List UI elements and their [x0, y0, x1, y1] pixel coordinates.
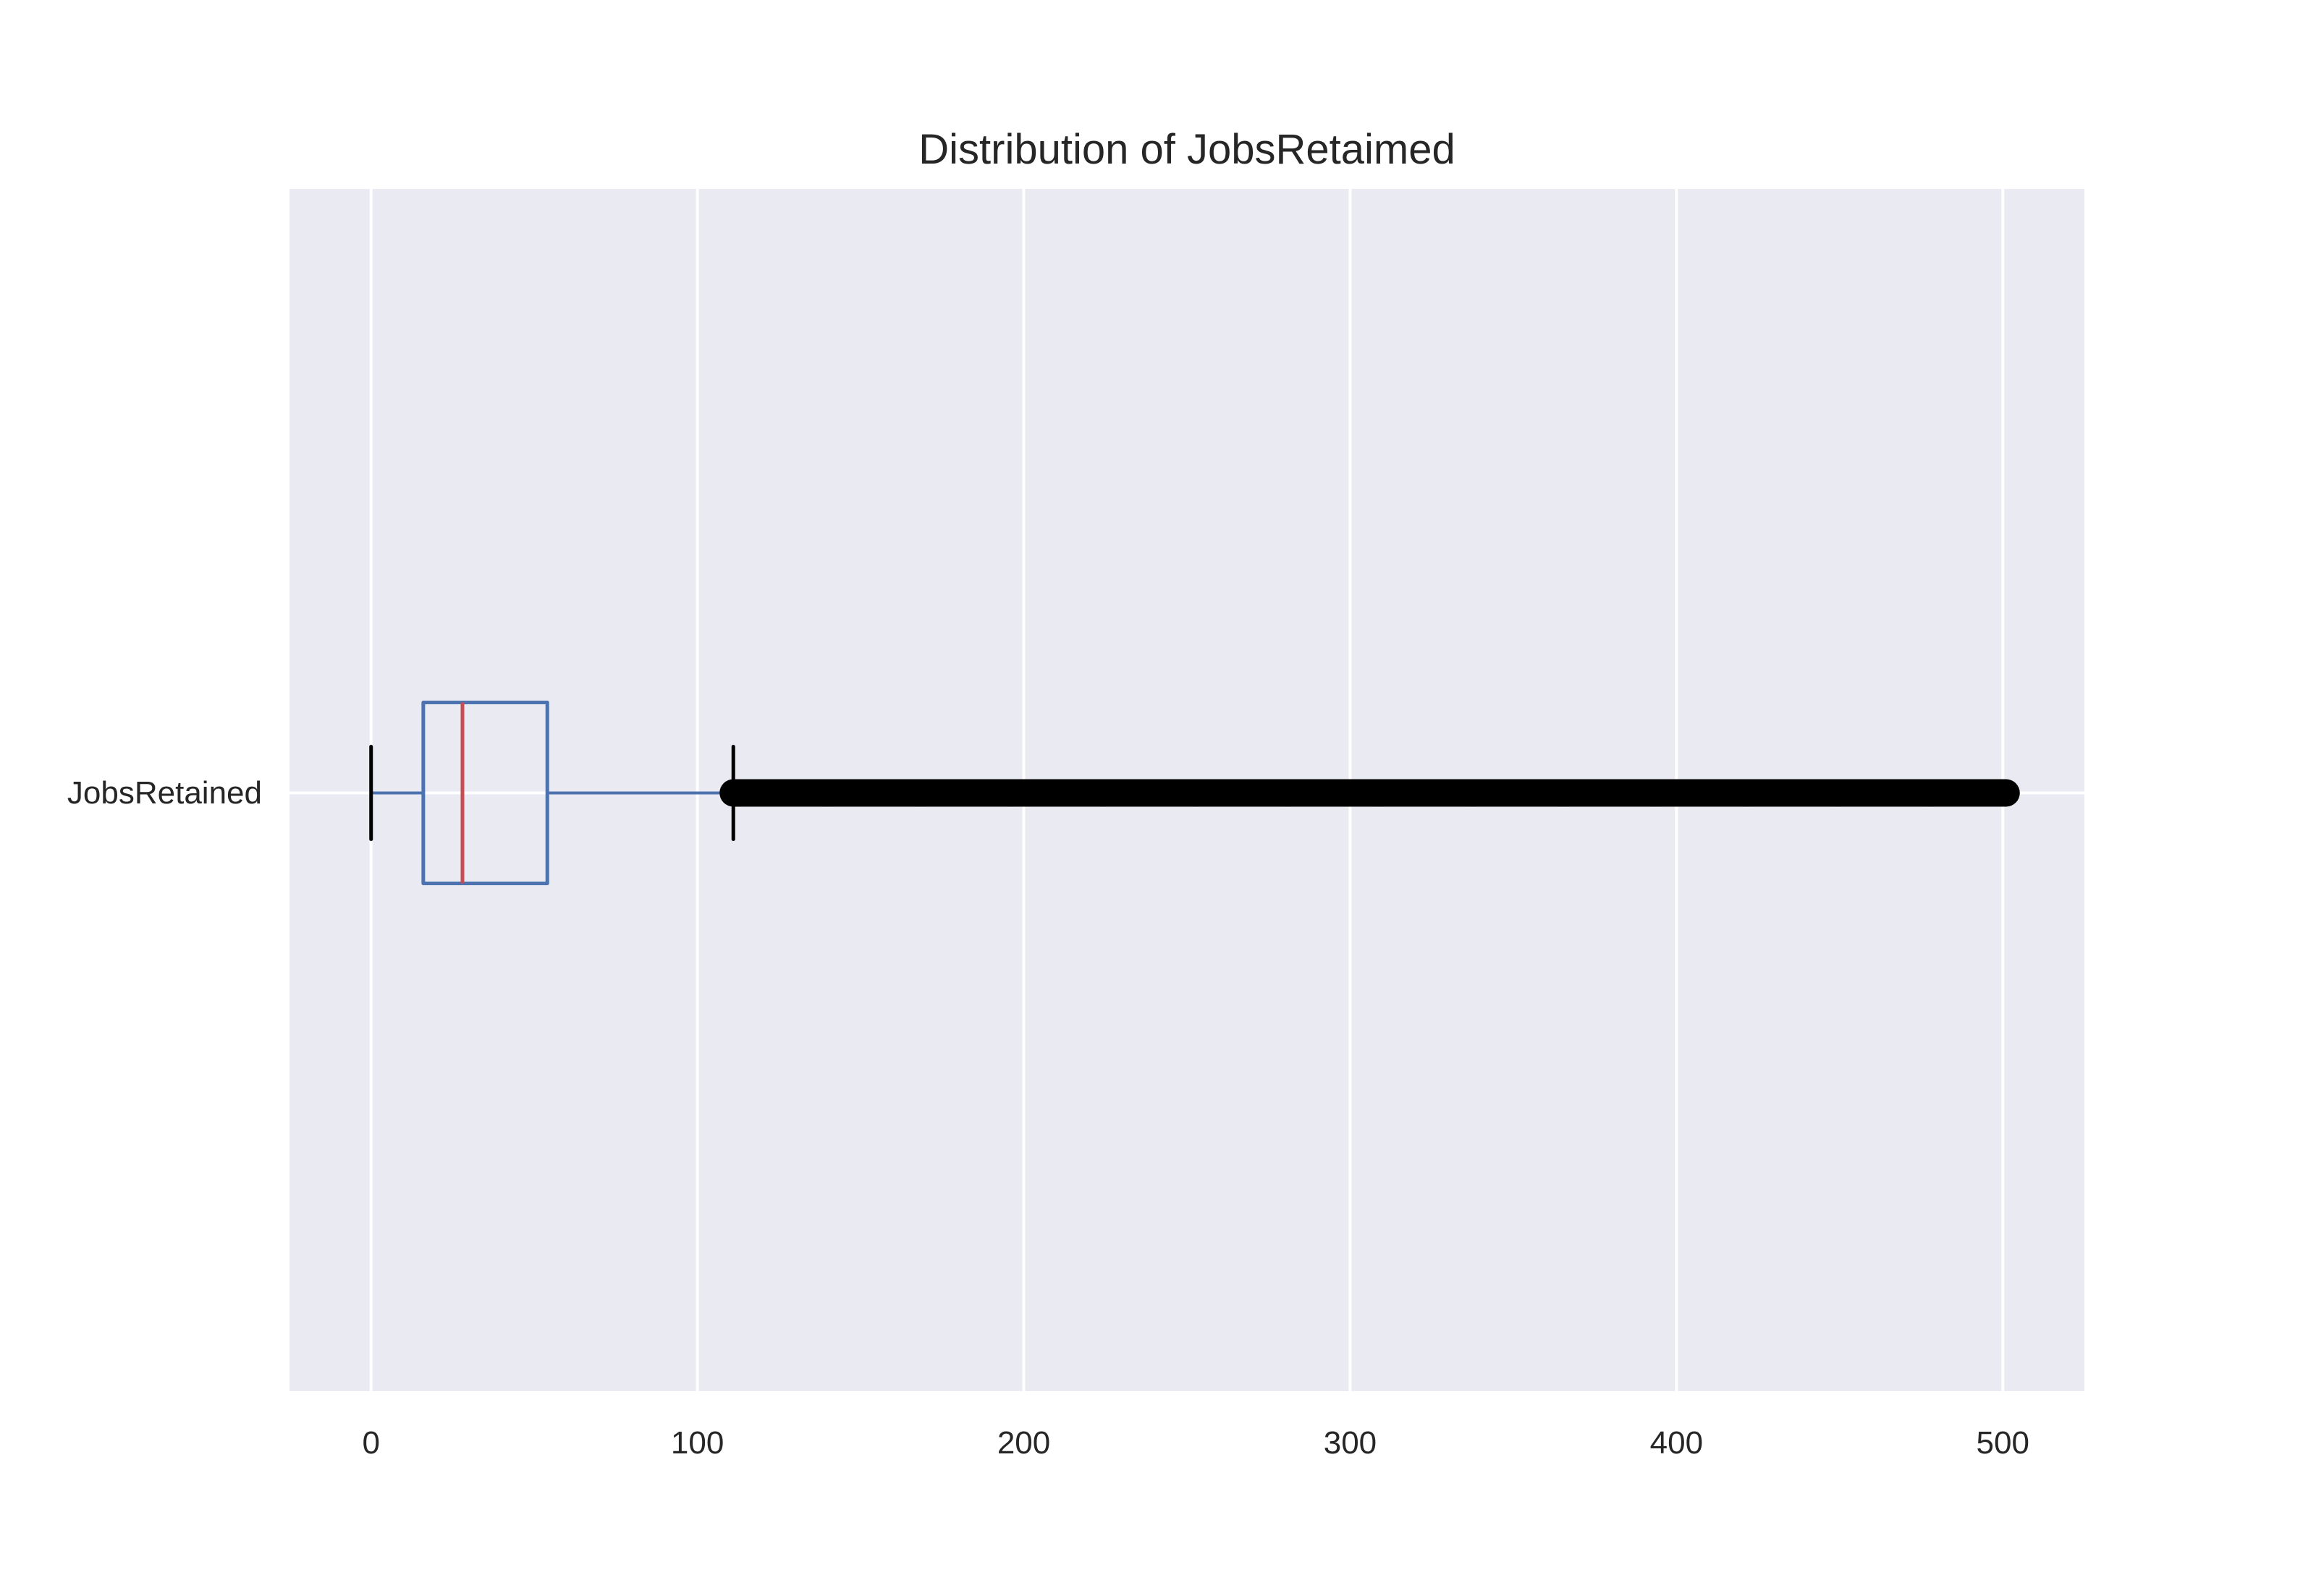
- x-tick-label: 500: [1977, 1425, 2029, 1461]
- outlier-point: [1992, 779, 2020, 807]
- x-tick-label: 200: [997, 1425, 1050, 1461]
- x-tick-labels: 0 100 200 300 400 500: [362, 1425, 2029, 1461]
- x-tick-label: 300: [1324, 1425, 1377, 1461]
- x-tick-label: 0: [362, 1425, 379, 1461]
- box-marks: [369, 701, 2020, 885]
- chart-title: Distribution of JobsRetaimed: [918, 126, 1455, 173]
- y-category-label: JobsRetained: [67, 775, 262, 811]
- x-tick-label: 400: [1650, 1425, 1703, 1461]
- iqr-box: [421, 701, 549, 885]
- x-tick-label: 100: [671, 1425, 724, 1461]
